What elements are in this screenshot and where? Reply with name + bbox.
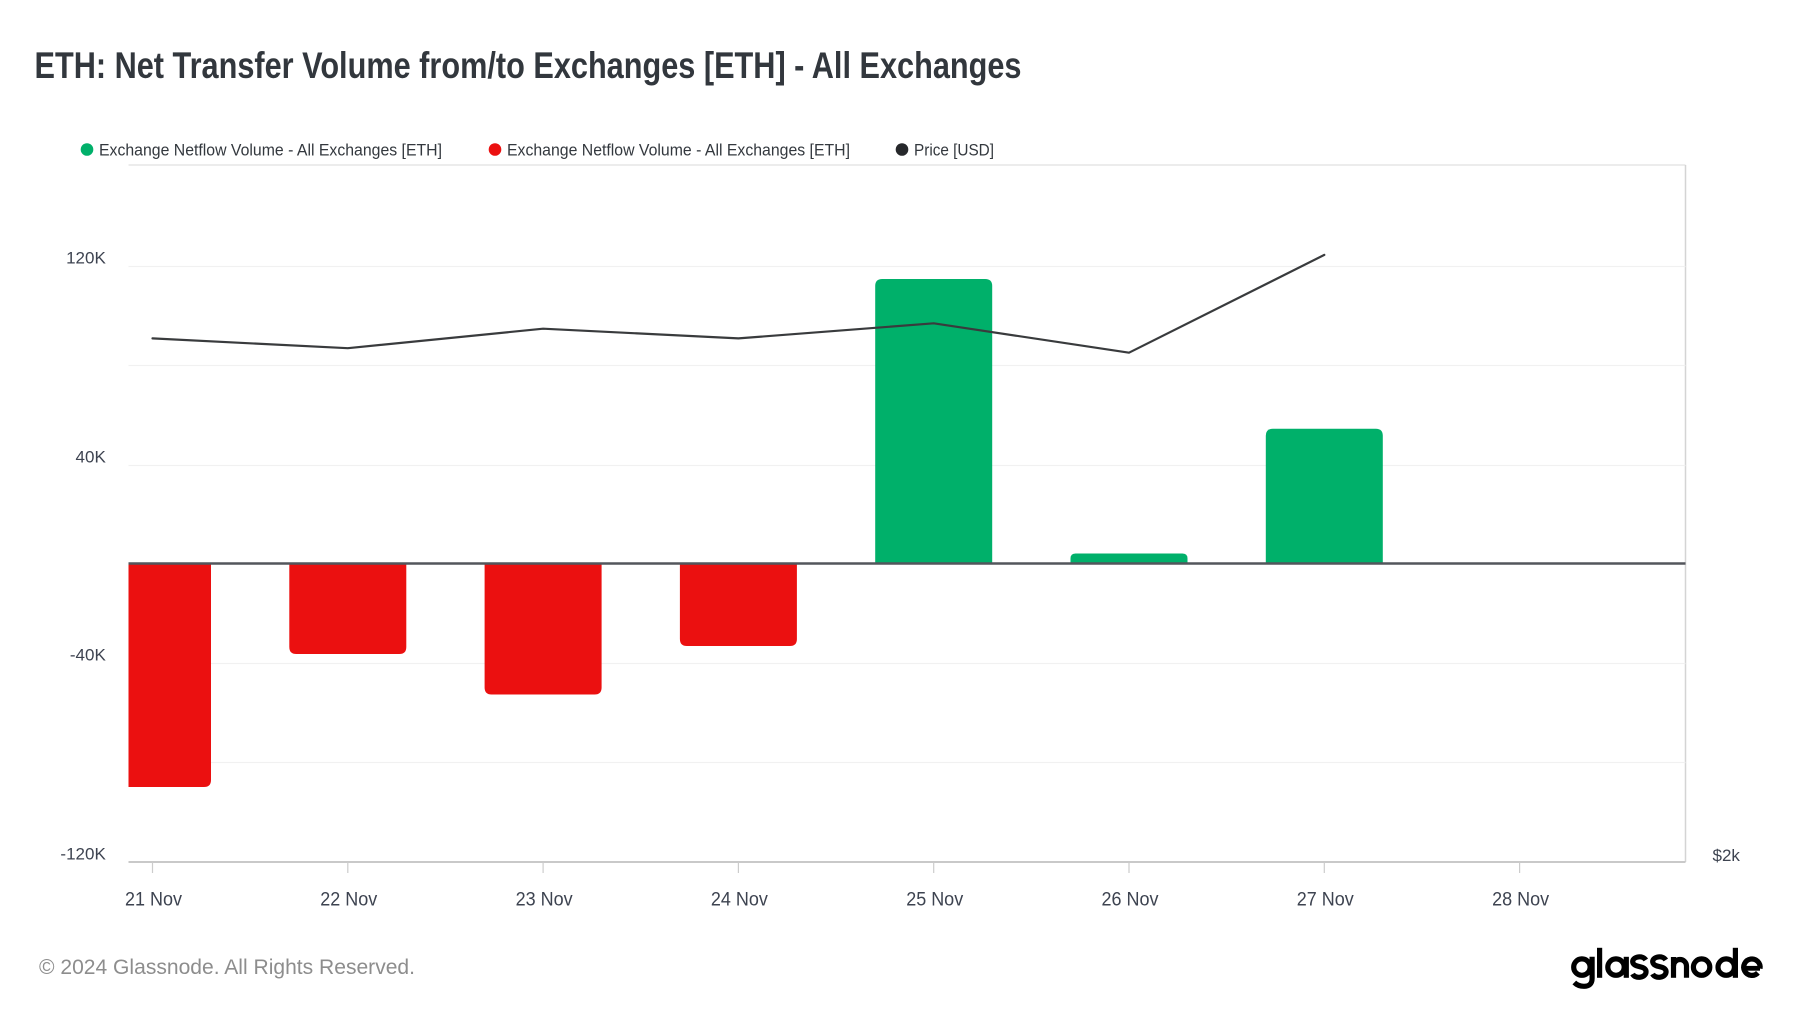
- svg-text:23 Nov: 23 Nov: [516, 890, 573, 911]
- svg-text:21 Nov: 21 Nov: [125, 890, 182, 911]
- svg-text:22 Nov: 22 Nov: [320, 890, 377, 911]
- svg-text:24 Nov: 24 Nov: [711, 890, 768, 911]
- svg-text:40K: 40K: [76, 448, 107, 467]
- svg-text:$2k: $2k: [1713, 846, 1741, 865]
- svg-text:© 2024 Glassnode. All Rights R: © 2024 Glassnode. All Rights Reserved.: [39, 956, 415, 979]
- svg-text:Exchange Netflow Volume - All: Exchange Netflow Volume - All Exchanges …: [507, 141, 850, 160]
- svg-text:-40K: -40K: [70, 646, 107, 665]
- svg-text:-120K: -120K: [60, 845, 106, 864]
- svg-text:ETH: Net Transfer Volume from/: ETH: Net Transfer Volume from/to Exchang…: [35, 45, 1022, 86]
- svg-text:25 Nov: 25 Nov: [906, 890, 963, 911]
- svg-text:27 Nov: 27 Nov: [1297, 890, 1354, 911]
- svg-text:Price [USD]: Price [USD]: [914, 141, 994, 160]
- svg-text:Exchange Netflow Volume - All: Exchange Netflow Volume - All Exchanges …: [99, 141, 442, 160]
- svg-text:28 Nov: 28 Nov: [1492, 890, 1549, 911]
- svg-text:26 Nov: 26 Nov: [1102, 890, 1159, 911]
- svg-text:120K: 120K: [66, 249, 106, 268]
